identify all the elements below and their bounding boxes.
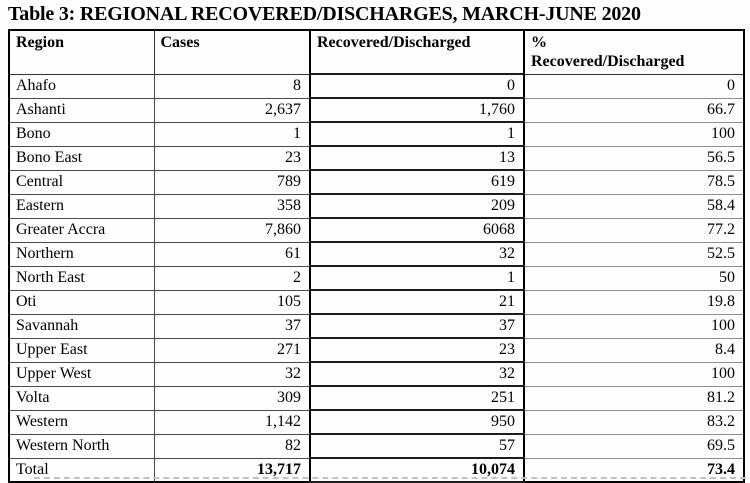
cell-cases: 8 xyxy=(153,73,311,99)
cell-recovered: 37 xyxy=(309,313,525,339)
cell-pct: 50 xyxy=(523,265,745,291)
column-header-region: Region xyxy=(8,29,155,75)
table-row: Oti 105 21 19.8 xyxy=(8,289,745,315)
cell-recovered: 619 xyxy=(309,169,525,195)
table-row: Volta 309 251 81.2 xyxy=(8,385,745,411)
cell-recovered: 950 xyxy=(309,409,525,435)
cell-cases: 82 xyxy=(153,433,311,459)
column-header-pct-recovered: % Recovered/Discharged xyxy=(523,29,745,75)
cell-pct: 77.2 xyxy=(523,217,745,243)
cell-cases: 32 xyxy=(153,361,311,387)
table-body: Ahafo 8 0 0 Ashanti 2,637 1,760 66.7 Bono 1 1 100 Bo… xyxy=(8,73,745,483)
cell-recovered: 1 xyxy=(309,121,525,147)
cell-recovered: 57 xyxy=(309,433,525,459)
cell-pct: 83.2 xyxy=(523,409,745,435)
cell-recovered: 32 xyxy=(309,241,525,267)
cell-region: Savannah xyxy=(8,313,155,339)
table-row: Eastern 358 209 58.4 xyxy=(8,193,745,219)
table-row: Northern 61 32 52.5 xyxy=(8,241,745,267)
cell-region: Upper East xyxy=(8,337,155,363)
cell-recovered: 1,760 xyxy=(309,97,525,123)
cell-recovered: 209 xyxy=(309,193,525,219)
table-row: Western North 82 57 69.5 xyxy=(8,433,745,459)
pct-header-line2: Recovered/Discharged xyxy=(531,53,685,71)
cell-pct: 0 xyxy=(523,73,745,99)
cell-region: Central xyxy=(8,169,155,195)
table-row: North East 2 1 50 xyxy=(8,265,745,291)
column-header-cases: Cases xyxy=(153,29,311,75)
table-row: Savannah 37 37 100 xyxy=(8,313,745,339)
cell-region: Greater Accra xyxy=(8,217,155,243)
cell-cases: 271 xyxy=(153,337,311,363)
cell-pct: 100 xyxy=(523,121,745,147)
table-row: Bono East 23 13 56.5 xyxy=(8,145,745,171)
cell-cases: 1,142 xyxy=(153,409,311,435)
cell-cases: 2,637 xyxy=(153,97,311,123)
cell-recovered: 0 xyxy=(309,73,525,99)
cell-region: Upper West xyxy=(8,361,155,387)
cell-cases: 358 xyxy=(153,193,311,219)
pct-header-line1: % xyxy=(531,34,547,51)
cell-recovered: 251 xyxy=(309,385,525,411)
cell-pct: 78.5 xyxy=(523,169,745,195)
cell-pct: 52.5 xyxy=(523,241,745,267)
cell-pct: 8.4 xyxy=(523,337,745,363)
cell-region: Western North xyxy=(8,433,155,459)
cell-pct: 69.5 xyxy=(523,433,745,459)
cell-region: Ashanti xyxy=(8,97,155,123)
header-row: Region Cases Recovered/Discharged % Reco… xyxy=(8,29,745,75)
cell-region: Bono xyxy=(8,121,155,147)
cell-recovered: 6068 xyxy=(309,217,525,243)
scan-artifact-divider xyxy=(34,477,746,479)
cell-pct: 66.7 xyxy=(523,97,745,123)
table-title: Table 3: REGIONAL RECOVERED/DISCHARGES, … xyxy=(8,3,641,25)
cell-cases: 1 xyxy=(153,121,311,147)
cell-cases: 7,860 xyxy=(153,217,311,243)
table-row: Greater Accra 7,860 6068 77.2 xyxy=(8,217,745,243)
cell-recovered: 1 xyxy=(309,265,525,291)
cell-region: Oti xyxy=(8,289,155,315)
column-header-recovered: Recovered/Discharged xyxy=(309,29,525,75)
cell-cases: 105 xyxy=(153,289,311,315)
cell-recovered: 23 xyxy=(309,337,525,363)
cell-cases: 2 xyxy=(153,265,311,291)
cell-recovered: 32 xyxy=(309,361,525,387)
cell-pct: 56.5 xyxy=(523,145,745,171)
cell-pct: 100 xyxy=(523,361,745,387)
cell-region: Western xyxy=(8,409,155,435)
cell-region: Eastern xyxy=(8,193,155,219)
cell-cases: 789 xyxy=(153,169,311,195)
cell-recovered: 21 xyxy=(309,289,525,315)
cell-region: Northern xyxy=(8,241,155,267)
cell-region: Bono East xyxy=(8,145,155,171)
cell-region: Ahafo xyxy=(8,73,155,99)
cell-pct: 81.2 xyxy=(523,385,745,411)
cell-pct: 58.4 xyxy=(523,193,745,219)
table-row: Ashanti 2,637 1,760 66.7 xyxy=(8,97,745,123)
cell-recovered: 13 xyxy=(309,145,525,171)
cell-cases: 37 xyxy=(153,313,311,339)
regional-recovery-table: Region Cases Recovered/Discharged % Reco… xyxy=(8,29,745,483)
table-row: Central 789 619 78.5 xyxy=(8,169,745,195)
cell-pct: 100 xyxy=(523,313,745,339)
cell-region: Volta xyxy=(8,385,155,411)
cell-pct: 19.8 xyxy=(523,289,745,315)
document-page: Table 3: REGIONAL RECOVERED/DISCHARGES, … xyxy=(0,3,750,483)
table-row: Bono 1 1 100 xyxy=(8,121,745,147)
table-row: Upper East 271 23 8.4 xyxy=(8,337,745,363)
table-row: Western 1,142 950 83.2 xyxy=(8,409,745,435)
cell-cases: 23 xyxy=(153,145,311,171)
table-row: Upper West 32 32 100 xyxy=(8,361,745,387)
table-row: Ahafo 8 0 0 xyxy=(8,73,745,99)
cell-region: North East xyxy=(8,265,155,291)
cell-cases: 309 xyxy=(153,385,311,411)
cell-cases: 61 xyxy=(153,241,311,267)
